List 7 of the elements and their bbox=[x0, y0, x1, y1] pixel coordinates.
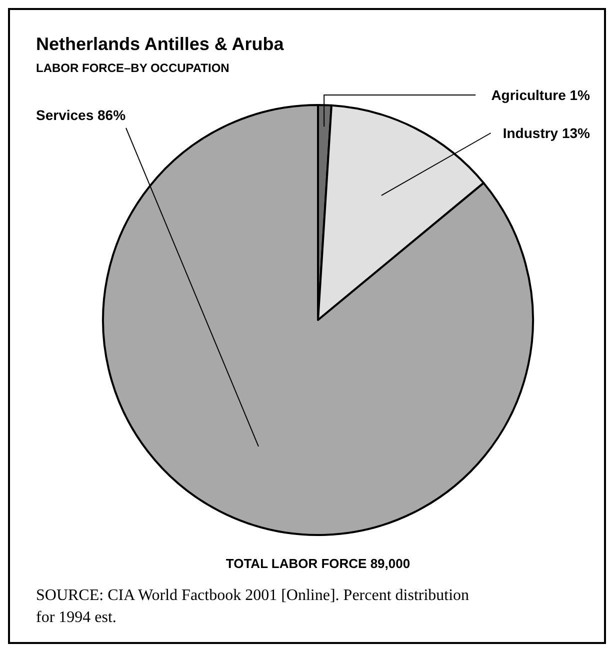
source-note: SOURCE: CIA World Factbook 2001 [Online]. Percent distribution for 1994 est. bbox=[36, 587, 470, 626]
slice-label: Services 86% bbox=[36, 107, 126, 123]
chart-subtitle: LABOR FORCE–BY OCCUPATION bbox=[36, 61, 230, 75]
slice-label: Industry 13% bbox=[502, 125, 591, 141]
slice-label: Agriculture 1% bbox=[491, 87, 591, 103]
chart-title: Netherlands Antilles & Aruba bbox=[36, 34, 285, 54]
text: TOTAL LABOR FORCE 89,000 bbox=[226, 556, 410, 571]
